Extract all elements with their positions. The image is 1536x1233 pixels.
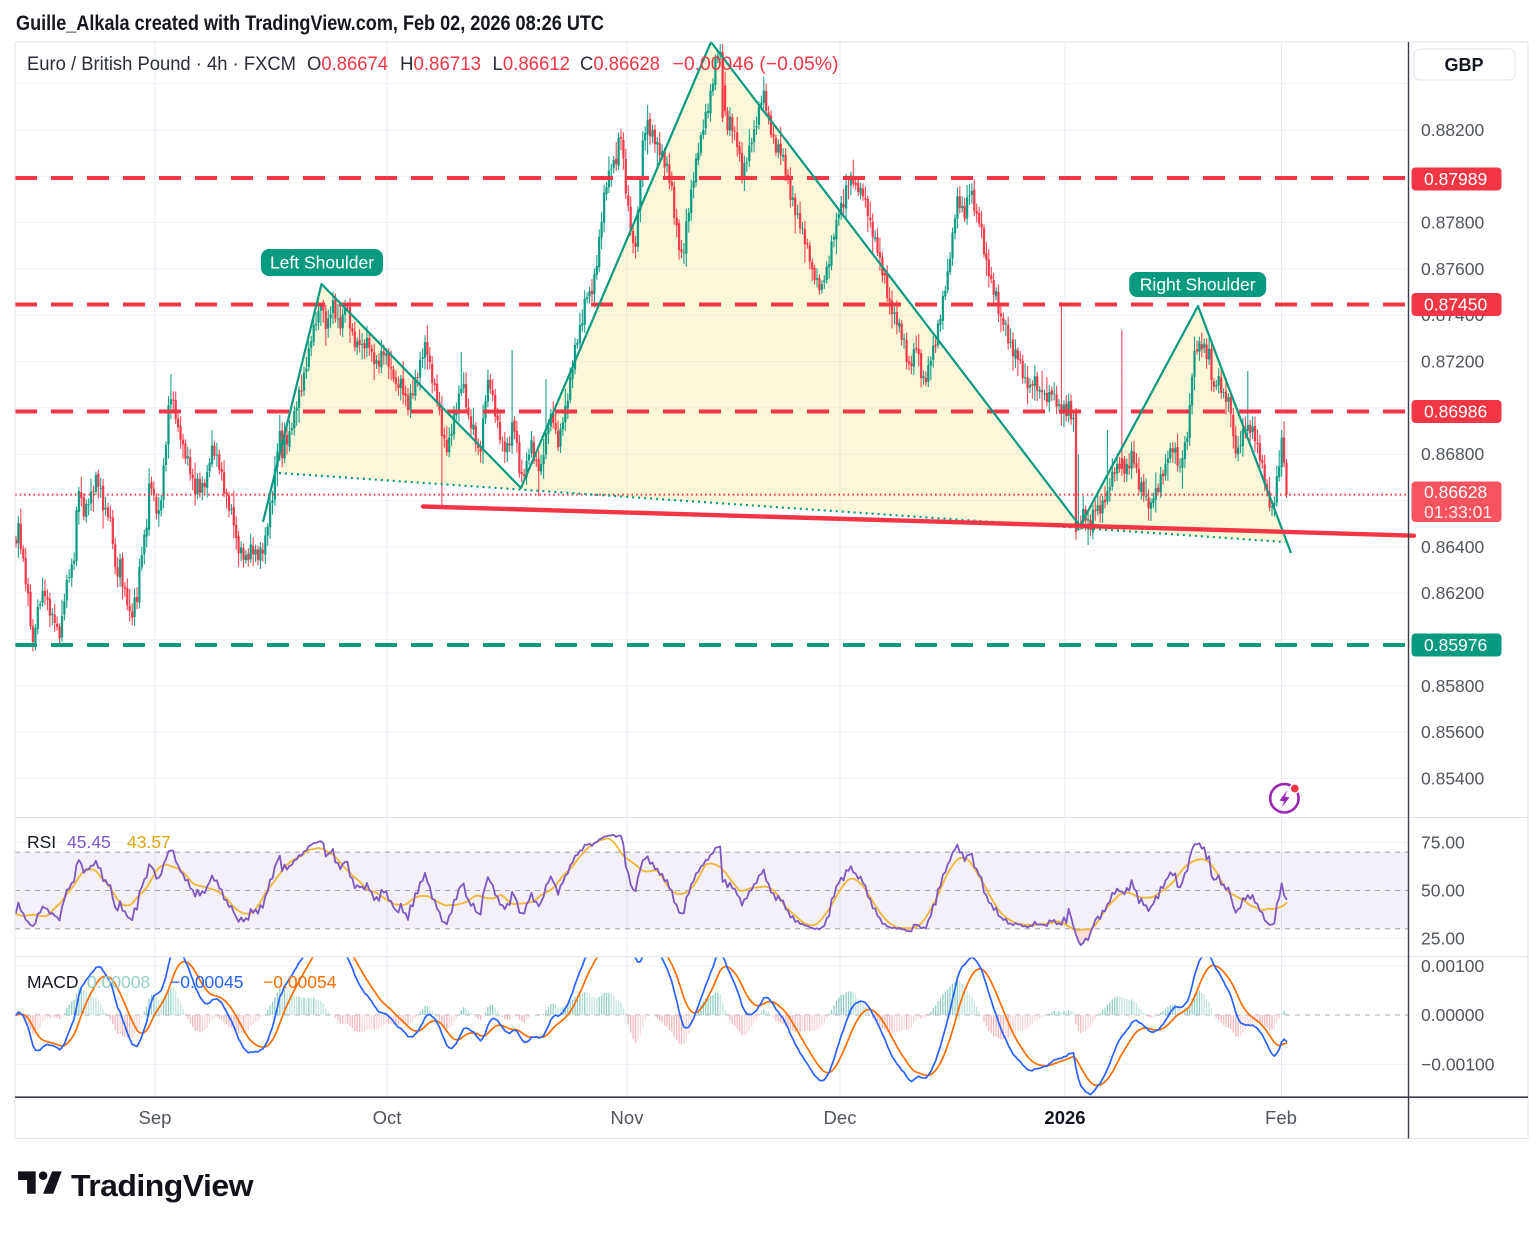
svg-text:O0.86674: O0.86674 — [307, 53, 388, 75]
svg-text:25.00: 25.00 — [1421, 928, 1465, 948]
svg-text:0.87200: 0.87200 — [1421, 352, 1485, 372]
svg-text:Sep: Sep — [139, 1107, 172, 1128]
svg-text:−0.00045: −0.00045 — [170, 972, 243, 992]
svg-text:Nov: Nov — [611, 1107, 645, 1128]
svg-text:Right Shoulder: Right Shoulder — [1140, 275, 1256, 295]
svg-text:43.57: 43.57 — [127, 832, 171, 852]
svg-text:01:33:01: 01:33:01 — [1424, 502, 1492, 522]
svg-text:0.00000: 0.00000 — [1421, 1005, 1485, 1025]
svg-text:Feb: Feb — [1265, 1107, 1297, 1128]
svg-text:Guille_Alkala created with Tra: Guille_Alkala created with TradingView.c… — [16, 12, 604, 35]
svg-text:Oct: Oct — [373, 1107, 402, 1128]
svg-text:0.86800: 0.86800 — [1421, 444, 1485, 464]
svg-text:2026: 2026 — [1044, 1107, 1085, 1128]
svg-text:0.85400: 0.85400 — [1421, 768, 1485, 788]
svg-text:H0.86713: H0.86713 — [400, 53, 481, 75]
svg-text:0.88200: 0.88200 — [1421, 120, 1485, 140]
svg-text:0.86986: 0.86986 — [1424, 402, 1487, 422]
svg-text:Left Shoulder: Left Shoulder — [270, 253, 374, 273]
svg-text:−0.00054: −0.00054 — [263, 972, 337, 992]
svg-text:0.86200: 0.86200 — [1421, 583, 1485, 603]
svg-text:Dec: Dec — [824, 1107, 857, 1128]
svg-text:−0.00046 (−0.05%): −0.00046 (−0.05%) — [673, 53, 839, 75]
svg-text:0.87600: 0.87600 — [1421, 259, 1485, 279]
svg-text:45.45: 45.45 — [67, 832, 111, 852]
svg-text:75.00: 75.00 — [1421, 833, 1465, 853]
svg-text:0.85800: 0.85800 — [1421, 676, 1485, 696]
svg-text:TradingView: TradingView — [71, 1168, 254, 1203]
svg-text:−0.00100: −0.00100 — [1421, 1055, 1495, 1075]
svg-text:0.00100: 0.00100 — [1421, 956, 1485, 976]
svg-text:50.00: 50.00 — [1421, 881, 1465, 901]
svg-text:0.85976: 0.85976 — [1424, 635, 1487, 655]
svg-text:MACD: MACD — [27, 972, 79, 992]
svg-text:GBP: GBP — [1444, 55, 1483, 75]
svg-text:RSI: RSI — [27, 832, 56, 852]
svg-text:0.87450: 0.87450 — [1424, 295, 1488, 315]
svg-text:C0.86628: C0.86628 — [580, 53, 660, 75]
svg-text:0.85600: 0.85600 — [1421, 722, 1485, 742]
svg-text:Euro / British Pound · 4h · FX: Euro / British Pound · 4h · FXCM — [27, 53, 296, 75]
svg-text:0.86628: 0.86628 — [1424, 482, 1487, 502]
svg-text:L0.86612: L0.86612 — [493, 53, 571, 75]
svg-text:0.87989: 0.87989 — [1424, 169, 1487, 189]
svg-text:0.00008: 0.00008 — [87, 972, 150, 992]
svg-text:0.86400: 0.86400 — [1421, 537, 1485, 557]
svg-text:0.87800: 0.87800 — [1421, 213, 1485, 233]
